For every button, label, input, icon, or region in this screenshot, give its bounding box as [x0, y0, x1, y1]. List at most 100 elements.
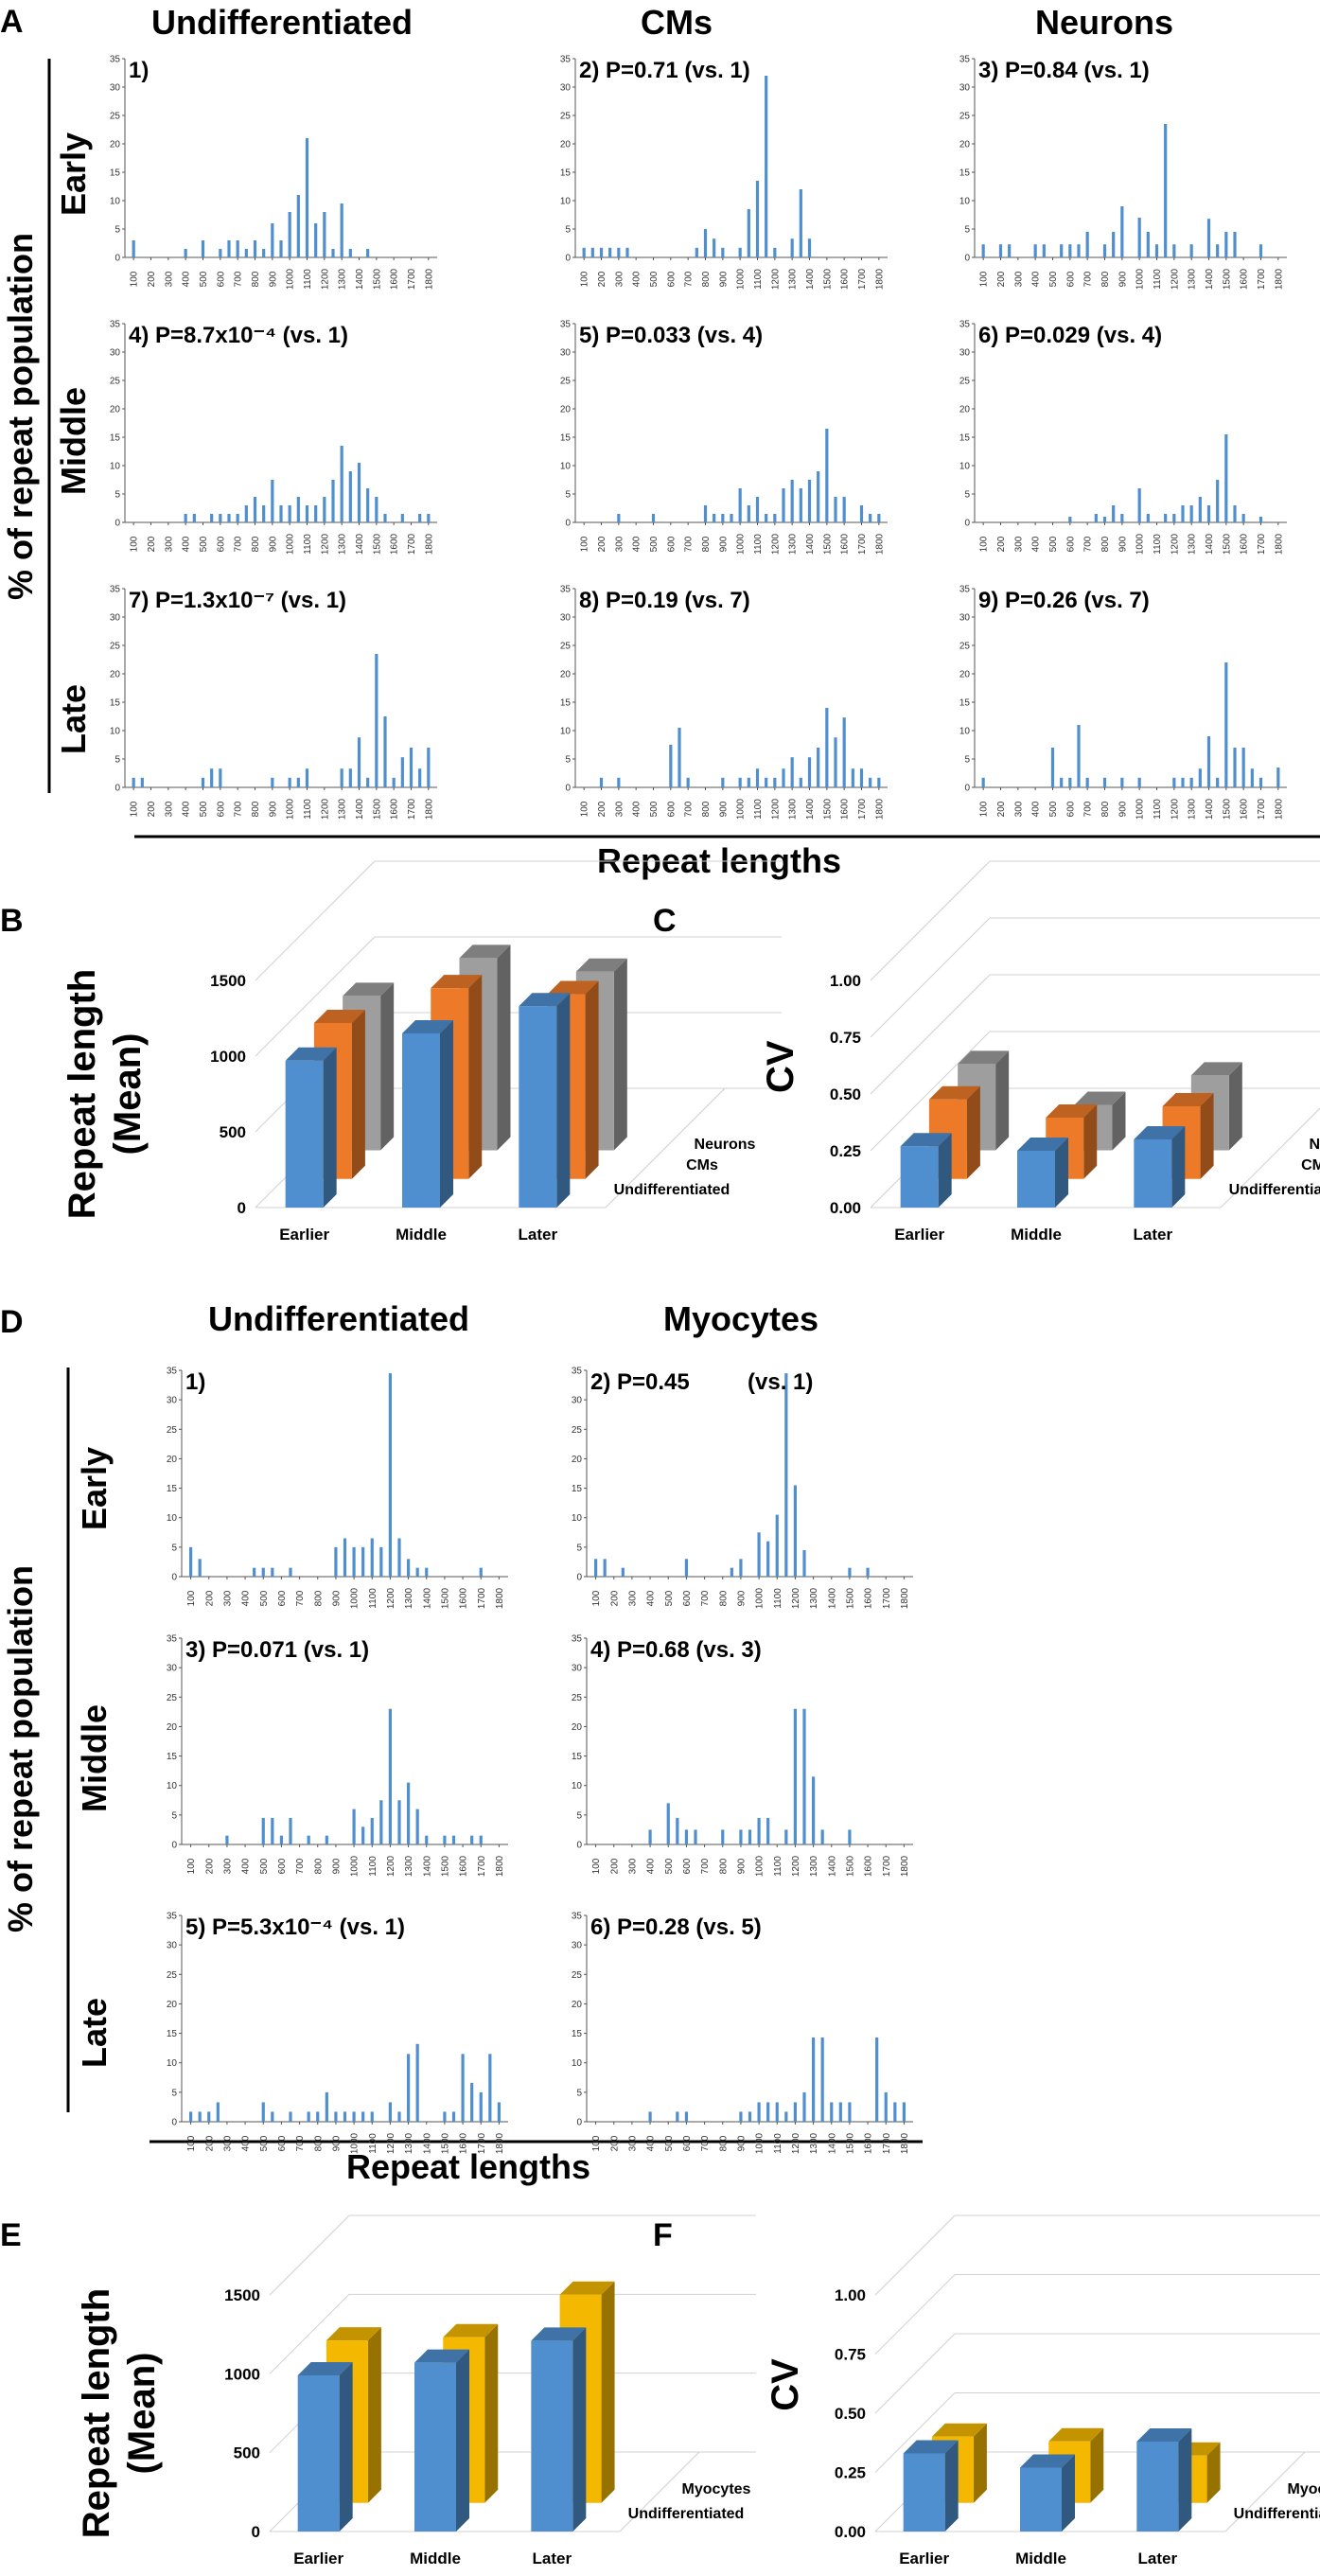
y-tick-label: 0 — [171, 2118, 177, 2128]
bar — [765, 76, 768, 257]
bar — [271, 480, 274, 522]
bar — [225, 1835, 229, 1844]
x-tick-label: 200 — [597, 801, 607, 817]
x-tick-label: 200 — [147, 801, 157, 817]
x-tick-label: 1000 — [350, 2132, 361, 2154]
bar-top — [1046, 1103, 1098, 1118]
x-tick-label: 300 — [222, 1858, 233, 1874]
bar — [288, 505, 291, 522]
y-tick-label: 5 — [565, 225, 571, 236]
subplot-label: 4) P=0.68 (vs. 3) — [590, 1637, 762, 1663]
y-tick-label: 5 — [565, 490, 571, 501]
y-tick-label: 15 — [560, 168, 572, 179]
bar — [289, 2111, 292, 2122]
x-tick-label: 1200 — [320, 798, 330, 820]
bar-top — [285, 1047, 337, 1061]
series-label: Myocytes — [1288, 2481, 1320, 2497]
x-tick-label: 1200 — [1170, 268, 1180, 290]
y-tick-label: 0 — [171, 1573, 177, 1583]
x-tick-label: 800 — [251, 801, 261, 817]
series-label: Undifferentiated — [614, 1182, 730, 1198]
bar — [747, 777, 750, 787]
bar — [388, 1708, 393, 1844]
bar — [875, 2037, 879, 2122]
bar — [1033, 244, 1037, 257]
x-tick-label: 1800 — [874, 533, 885, 555]
series-label: Undifferentiated — [1229, 1182, 1320, 1198]
grid-line — [269, 2293, 350, 2374]
y-tick-label: 20 — [959, 405, 971, 415]
bar — [877, 777, 881, 787]
x-tick-label: 1000 — [736, 798, 747, 820]
category-label: Earlier — [894, 1226, 944, 1244]
bar — [352, 1808, 356, 1844]
x-tick-label: 100 — [186, 2135, 197, 2151]
x-tick-label: 1100 — [753, 269, 764, 290]
x-tick-label: 900 — [1118, 801, 1128, 817]
x-tick-label: 400 — [241, 1590, 252, 1606]
y-tick-label: 10 — [959, 462, 971, 472]
col-title-D-myocytes: Myocytes — [663, 1299, 818, 1338]
bar — [271, 777, 274, 787]
y-tick-label: 15 — [110, 698, 121, 709]
y-tick-label: 5 — [114, 755, 120, 766]
y-tick-label: 0 — [114, 784, 120, 794]
bar — [784, 1829, 788, 1844]
x-tick-label: 500 — [649, 536, 660, 552]
x-tick-label: 500 — [259, 2135, 270, 2151]
y-tick-label: 30 — [110, 83, 121, 94]
y-tick-label: 35 — [572, 1912, 583, 1922]
bar — [1181, 777, 1185, 787]
panel-letter-F: F — [653, 2217, 673, 2253]
bar — [198, 2111, 202, 2122]
x-tick-label: 1000 — [755, 1855, 766, 1877]
bar — [625, 247, 629, 257]
bar — [784, 2111, 788, 2122]
bar — [1102, 517, 1107, 522]
hist-A-2: 0 5 10 15 20 25 30 35 100 200 300 400 500 600 700 800 90… — [560, 55, 888, 290]
bar — [730, 514, 733, 522]
bar — [782, 488, 785, 522]
bar — [666, 1803, 670, 1844]
bar — [582, 247, 586, 257]
bar — [307, 2111, 310, 2122]
x-tick-label: 1500 — [845, 2132, 855, 2154]
bar — [357, 463, 361, 522]
col-title-A-cms: CMs — [641, 3, 713, 42]
x-tick-label: 1300 — [338, 533, 348, 555]
bar3d-panel-F: 0.00 0.25 0.50 0.75 1.00 Earlier Middle Later Un… — [653, 2214, 1320, 2567]
hist-D-15: 0 5 10 15 20 25 30 35 100 200 300 400 500 600 700 800 90… — [572, 1634, 913, 1877]
bar-side — [456, 2349, 469, 2532]
bar — [884, 2091, 888, 2122]
x-tick-label: 900 — [331, 1858, 342, 1874]
y-tick-label: 35 — [167, 1367, 178, 1377]
bar — [1102, 777, 1107, 787]
y-tick-label: 35 — [110, 320, 121, 330]
y-tick-label: 25 — [572, 1693, 583, 1703]
y-tick-label: 35 — [959, 585, 971, 595]
bar — [739, 1829, 743, 1844]
ylabel-D: % of repeat population — [1, 1565, 40, 1932]
y-tick-label: 1000 — [210, 1048, 246, 1066]
y-tick-label: 15 — [110, 433, 121, 444]
bar — [1250, 768, 1254, 787]
bar — [334, 1546, 338, 1577]
x-tick-label: 1500 — [372, 533, 382, 555]
bar-side — [1228, 1062, 1242, 1151]
bar — [757, 1532, 761, 1577]
bar-Undifferentiated-Middle — [1020, 2467, 1062, 2532]
bar — [1224, 434, 1228, 522]
bar-top — [1134, 1126, 1186, 1139]
y-tick-label: 30 — [959, 613, 971, 624]
y-tick-label: 25 — [959, 377, 971, 387]
grid-line — [870, 1031, 991, 1152]
y-tick-label: 30 — [560, 348, 572, 359]
bar — [1112, 232, 1116, 257]
bar-side — [1206, 2442, 1221, 2503]
bar — [343, 1538, 347, 1577]
bar — [388, 1373, 393, 1577]
x-tick-label: 500 — [199, 536, 209, 552]
y-tick-label: 0.75 — [835, 2346, 866, 2364]
bar-side — [556, 993, 571, 1208]
bar-top — [326, 2327, 381, 2341]
